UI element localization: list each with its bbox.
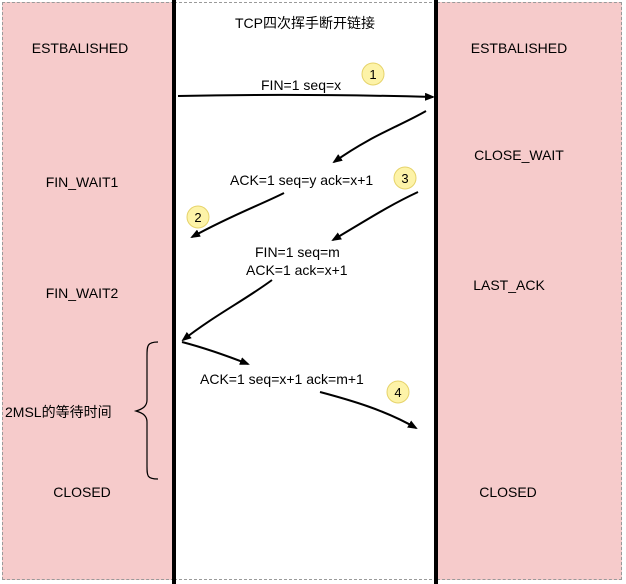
message-fin-ack-line2: ACK=1 ack=x+1 (246, 262, 348, 278)
server-state-close-wait: CLOSE_WAIT (474, 147, 564, 163)
arrow-final-ack-start (181, 341, 250, 365)
message-fin-label: FIN=1 seq=x (261, 77, 342, 93)
client-panel (2, 2, 174, 580)
arrow-ack-server-to-client (332, 110, 427, 164)
step-badge-4: 4 (386, 380, 410, 404)
step-badge-3-number: 3 (401, 171, 408, 186)
step-badge-1: 1 (361, 62, 385, 86)
step-badge-2-number: 2 (194, 210, 201, 225)
client-state-fin-wait2: FIN_WAIT2 (45, 285, 119, 301)
step-badge-2: 2 (186, 205, 210, 229)
server-lifeline (434, 0, 438, 584)
server-state-last-ack: LAST_ACK (473, 277, 545, 293)
step-badge-3: 3 (393, 166, 417, 190)
server-panel (437, 2, 622, 580)
client-2msl-wait-label: 2MSL的等待时间 (5, 404, 112, 420)
message-area (174, 2, 437, 580)
step-badge-1-number: 1 (369, 67, 376, 82)
step-badge-4-number: 4 (394, 385, 401, 400)
client-lifeline (172, 0, 176, 584)
diagram-title: TCP四次挥手断开链接 (235, 15, 375, 31)
arrow-final-ack-client-to-server (319, 391, 418, 430)
wait-period-brace (133, 341, 159, 480)
server-state-closed: CLOSED (479, 484, 537, 500)
client-state-fin-wait1: FIN_WAIT1 (45, 174, 119, 190)
arrow-ack-arrival (190, 192, 285, 238)
message-final-ack-label: ACK=1 seq=x+1 ack=m+1 (200, 371, 364, 387)
client-state-established: ESTBALISHED (31, 40, 129, 56)
client-state-closed: CLOSED (53, 484, 111, 500)
message-fin-ack-line1: FIN=1 seq=m (255, 244, 340, 260)
message-ack-label: ACK=1 seq=y ack=x+1 (230, 172, 374, 188)
server-state-established: ESTBALISHED (470, 40, 568, 56)
arrow-fin-ack-arrival (181, 279, 273, 342)
arrow-fin-client-to-server (177, 92, 435, 101)
arrow-fin-ack-server-to-client (331, 191, 419, 242)
